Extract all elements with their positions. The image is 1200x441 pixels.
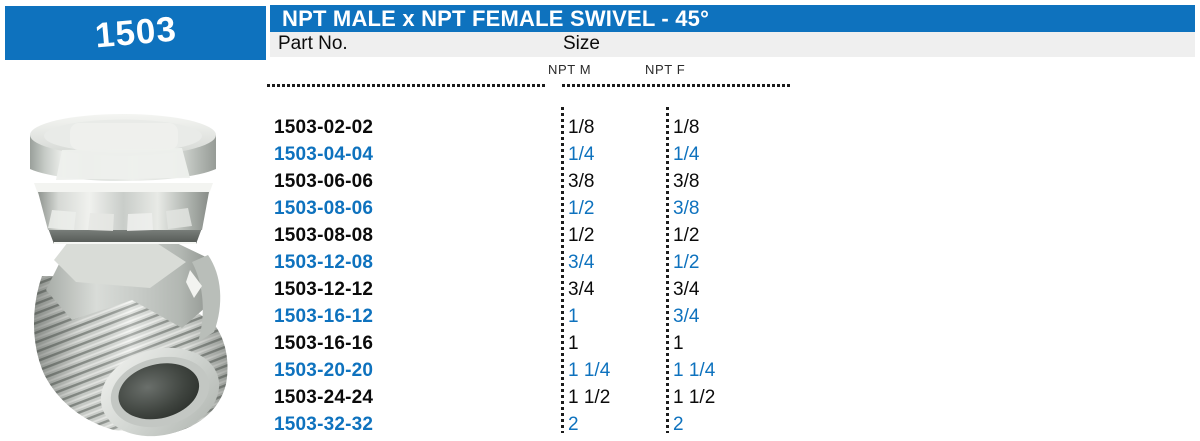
npt-female-size: 3/4 [673,279,700,300]
divider-horizontal-size [562,84,792,87]
npt-female-size: 3/8 [673,198,700,219]
table-header-row: Part No. Size [270,32,1195,57]
npt-female-size: 1 [673,333,684,354]
column-header-part-no: Part No. [278,33,348,54]
page-title: NPT MALE x NPT FEMALE SWIVEL - 45° [270,5,1195,32]
subcolumn-npt-male: NPT M [548,62,592,77]
table-row: 1503-02-02 1/8 1/8 [0,114,1200,141]
npt-male-size: 1/2 [568,225,595,246]
npt-male-size: 1 1/4 [568,360,611,381]
part-number: 1503-08-06 [274,198,374,219]
table-row: 1503-24-24 1 1/2 1 1/2 [0,384,1200,411]
npt-male-size: 1/8 [568,117,595,138]
npt-male-size: 3/4 [568,279,595,300]
part-number: 1503-02-02 [274,117,374,138]
part-number: 1503-16-12 [274,306,374,327]
table-row: 1503-16-16 1 1 [0,330,1200,357]
npt-male-size: 1 [568,333,579,354]
npt-male-size: 1 1/2 [568,387,611,408]
table-rows: 1503-02-02 1/8 1/8 1503-04-04 1/4 1/4 15… [0,114,1200,438]
part-number: 1503-06-06 [274,171,374,192]
npt-male-size: 3/4 [568,252,595,273]
npt-female-size: 1/2 [673,225,700,246]
npt-male-size: 3/8 [568,171,595,192]
npt-male-size: 1/4 [568,144,595,165]
table-row: 1503-08-08 1/2 1/2 [0,222,1200,249]
part-number: 1503-12-12 [274,279,374,300]
column-header-size: Size [563,33,600,54]
npt-male-size: 1 [568,306,579,327]
part-number: 1503-32-32 [274,414,374,435]
npt-male-size: 1/2 [568,198,595,219]
npt-female-size: 1/2 [673,252,700,273]
npt-female-size: 3/4 [673,306,700,327]
subcolumn-npt-female: NPT F [645,62,686,77]
table-row: 1503-06-06 3/8 3/8 [0,168,1200,195]
table-row: 1503-20-20 1 1/4 1 1/4 [0,357,1200,384]
part-number: 1503-04-04 [274,144,374,165]
part-number: 1503-20-20 [274,360,374,381]
part-number: 1503-12-08 [274,252,374,273]
table-row: 1503-04-04 1/4 1/4 [0,141,1200,168]
npt-female-size: 1 1/2 [673,387,716,408]
part-number: 1503-08-08 [274,225,374,246]
table-row: 1503-12-12 3/4 3/4 [0,276,1200,303]
product-photo [12,90,258,441]
divider-vertical-npt-m [561,107,564,433]
table-row: 1503-12-08 3/4 1/2 [0,249,1200,276]
divider-vertical-npt-f [666,107,669,433]
npt-female-size: 2 [673,414,684,435]
series-badge: 1503 [5,6,266,60]
npt-female-size: 1/4 [673,144,700,165]
series-number: 1503 [92,9,178,56]
part-number: 1503-24-24 [274,387,374,408]
fitting-illustration-45deg-swivel [30,114,228,437]
table-row: 1503-32-32 2 2 [0,411,1200,438]
npt-female-size: 1/8 [673,117,700,138]
table-row: 1503-08-06 1/2 3/8 [0,195,1200,222]
npt-male-size: 2 [568,414,579,435]
divider-horizontal-part [267,84,545,87]
table-row: 1503-16-12 1 3/4 [0,303,1200,330]
npt-female-size: 3/8 [673,171,700,192]
npt-female-size: 1 1/4 [673,360,716,381]
part-number: 1503-16-16 [274,333,374,354]
